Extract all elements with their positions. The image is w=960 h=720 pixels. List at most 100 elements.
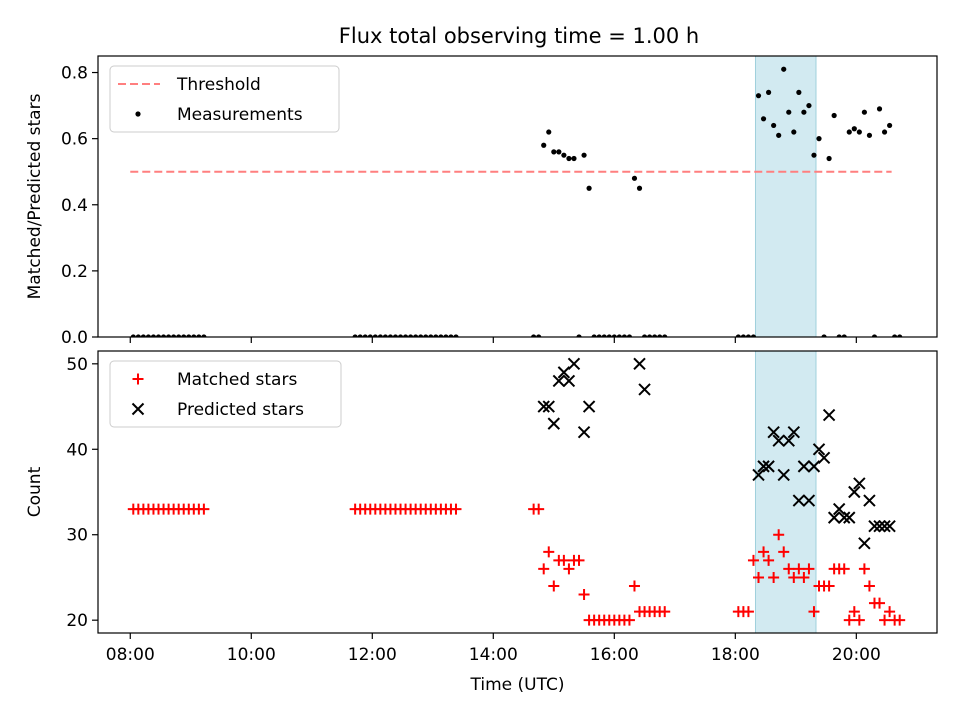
measurement-point: [191, 334, 197, 337]
top-panel: 0.0 0.2 0.4 0.6 0.8 Matched/Predicted stars Th…: [25, 55, 938, 348]
plot-area: [130, 66, 903, 337]
measurement-point: [438, 334, 444, 337]
measurement-point: [372, 334, 378, 337]
measurement-point: [892, 334, 898, 337]
measurement-point: [546, 129, 552, 135]
plot-area: [127, 357, 906, 626]
measurement-point: [836, 334, 842, 337]
matched-star-point: [573, 554, 585, 566]
measurement-point: [821, 334, 827, 337]
measurement-point: [846, 129, 852, 135]
x-tick-label: 14:00: [469, 645, 518, 665]
measurement-point: [657, 334, 663, 337]
matched-star-point: [798, 571, 810, 583]
measurement-point: [196, 334, 202, 337]
measurement-point: [186, 334, 192, 337]
measurement-point: [771, 122, 777, 129]
measurement-point: [662, 334, 668, 337]
matched-star-point: [879, 614, 891, 626]
measurement-point: [791, 129, 797, 135]
predicted-star-point: [832, 502, 846, 516]
predicted-star-point: [863, 494, 876, 507]
x-axis-label: Time (UTC): [470, 675, 565, 695]
measurement-point: [448, 334, 454, 337]
legend: Matched stars Predicted stars: [109, 360, 342, 428]
measurement-point: [397, 334, 404, 337]
y-tick-label: 0.8: [61, 64, 88, 84]
measurement-point: [443, 334, 449, 337]
measurement-point: [160, 334, 167, 337]
measurement-point: [171, 334, 177, 337]
measurement-point: [621, 334, 627, 337]
matched-star-point: [538, 563, 550, 575]
matched-star-point: [768, 571, 780, 583]
predicted-star-point: [582, 400, 596, 413]
measurement-point: [647, 334, 653, 337]
measurement-point: [861, 109, 867, 115]
legend-measurement-swatch: [135, 111, 141, 117]
legend-label: Measurements: [177, 105, 303, 125]
measurement-point: [392, 334, 399, 337]
measurement-point: [586, 185, 592, 191]
highlight-span: [754, 55, 817, 338]
measurement-point: [897, 334, 903, 337]
x-tick-label: 20:00: [832, 645, 881, 665]
x-tick-label: 16:00: [590, 645, 639, 665]
x-tick-label: 18:00: [711, 645, 760, 665]
measurement-point: [781, 66, 787, 72]
measurement-point: [145, 334, 152, 337]
measurement-point: [871, 334, 878, 337]
matched-star-point: [808, 606, 820, 618]
matched-star-point: [838, 563, 850, 575]
measurement-point: [811, 152, 817, 158]
y-tick-label: 50: [66, 355, 88, 375]
x-tick-label: 08:00: [106, 645, 155, 665]
legend-label: Matched stars: [177, 370, 297, 390]
matched-star-point: [578, 589, 590, 601]
measurement-point: [357, 334, 363, 337]
axes-frame: [97, 55, 938, 338]
matched-star-point: [843, 614, 855, 626]
measurement-point: [735, 334, 741, 337]
matched-star-point: [659, 606, 671, 618]
measurement-point: [796, 89, 802, 95]
measurement-point: [352, 334, 358, 337]
matched-star-point: [623, 614, 635, 626]
measurement-point: [382, 334, 388, 337]
matched-star-point: [858, 563, 870, 575]
highlight-span: [754, 350, 817, 634]
measurement-point: [601, 334, 607, 337]
measurement-point: [786, 109, 792, 115]
matched-star-point: [753, 571, 765, 583]
predicted-star-point: [878, 519, 891, 533]
x-tick-label: 12:00: [348, 645, 397, 665]
matched-star-point: [853, 614, 865, 626]
measurement-point: [561, 152, 567, 158]
predicted-star-point: [868, 519, 881, 533]
measurement-point: [876, 106, 883, 112]
y-tick-label: 30: [66, 526, 88, 546]
measurement-point: [556, 149, 562, 155]
y-tick-label: 20: [66, 611, 88, 631]
measurement-point: [165, 334, 172, 337]
measurement-point: [740, 334, 746, 337]
measurement-point: [428, 334, 434, 337]
axes-frame: [97, 350, 938, 634]
matched-star-point: [803, 563, 815, 575]
predicted-star-point: [772, 434, 785, 447]
matched-star-point: [874, 597, 886, 609]
predicted-star-point: [757, 460, 770, 473]
measurement-point: [387, 334, 394, 337]
measurement-point: [801, 109, 807, 115]
measurement-point: [851, 126, 857, 132]
measurement-point: [641, 334, 648, 337]
predicted-star-point: [812, 443, 826, 456]
measurement-point: [776, 132, 782, 138]
measurement-point: [201, 334, 207, 337]
measurement-point: [135, 334, 141, 337]
measurement-point: [831, 112, 837, 119]
measurement-point: [881, 129, 888, 135]
measurement-point: [130, 334, 136, 337]
measurement-point: [611, 334, 617, 337]
measurement-point: [631, 175, 638, 181]
